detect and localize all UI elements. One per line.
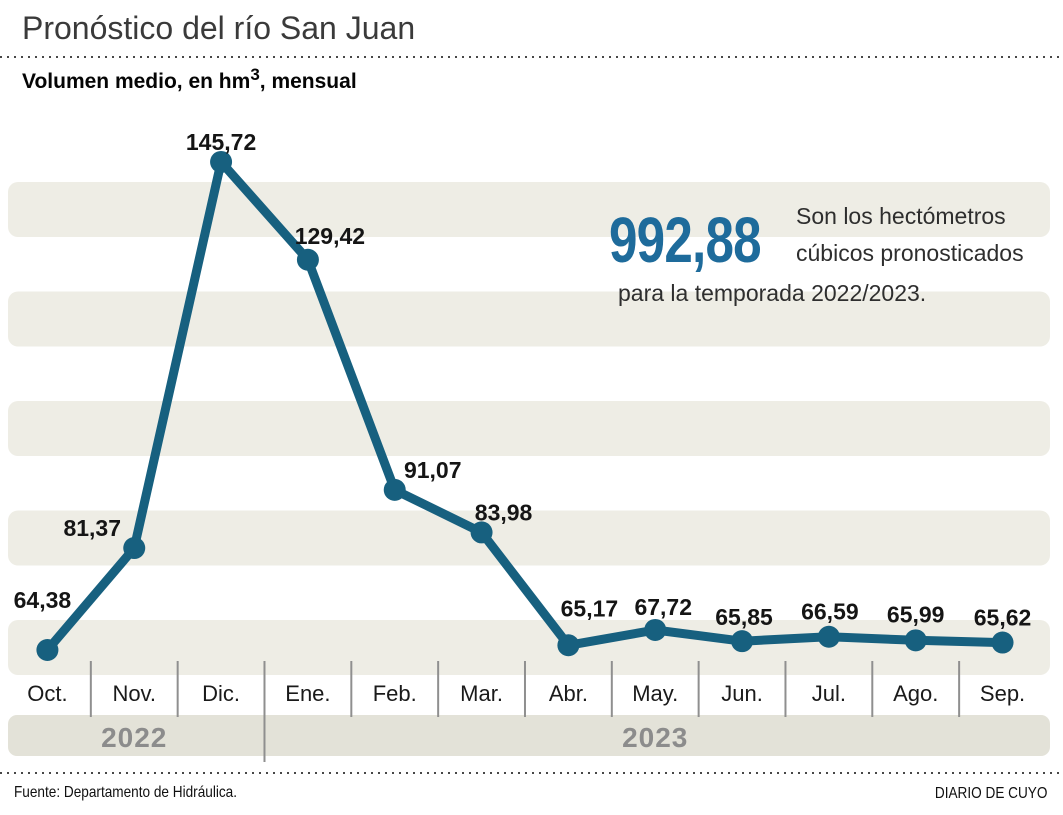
data-point-nov bbox=[123, 537, 146, 560]
month-label: Jun. bbox=[721, 681, 763, 706]
data-point-may bbox=[644, 618, 667, 641]
background-stripe bbox=[8, 401, 1050, 456]
data-point-mar bbox=[470, 521, 493, 544]
season-total-caption-line2: cúbicos pronosticados bbox=[796, 240, 1024, 266]
data-point-abr bbox=[557, 634, 580, 657]
value-label: 129,42 bbox=[295, 223, 365, 249]
chart-subtitle-superscript: 3 bbox=[250, 65, 260, 84]
year-label-2022: 2022 bbox=[101, 722, 167, 753]
year-band bbox=[8, 715, 1050, 756]
value-label: 65,85 bbox=[715, 604, 773, 630]
season-total-value: 992,88 bbox=[609, 204, 762, 276]
value-label: 67,72 bbox=[634, 594, 692, 620]
data-point-ago bbox=[904, 629, 927, 652]
value-label: 64,38 bbox=[14, 587, 72, 613]
chart-subtitle-suffix: , mensual bbox=[259, 70, 357, 93]
chart-subtitle-prefix: Volumen medio, en hm bbox=[22, 70, 251, 93]
value-label: 65,62 bbox=[974, 605, 1032, 631]
season-total-caption: Son los hectómetros cúbicos pronosticado… bbox=[796, 198, 1024, 272]
value-label: 66,59 bbox=[801, 599, 859, 625]
value-label: 145,72 bbox=[186, 129, 256, 155]
data-point-jul bbox=[817, 625, 840, 648]
publisher-credit: DIARIO DE CUYO bbox=[934, 785, 1047, 802]
background-stripe bbox=[8, 620, 1050, 675]
footer-divider-dotted-rule bbox=[0, 772, 1063, 774]
month-label: Ene. bbox=[285, 681, 330, 706]
header-divider-dotted-rule bbox=[0, 56, 1063, 58]
data-point-feb bbox=[383, 478, 406, 501]
data-point-dic bbox=[210, 150, 233, 173]
month-label: Oct. bbox=[27, 681, 67, 706]
volume-line-chart: 64,38 81,37 145,72 129,42 91,07 83,98 65,17 67,… bbox=[8, 129, 1050, 762]
value-label: 91,07 bbox=[404, 457, 462, 483]
data-point-sep bbox=[991, 631, 1014, 654]
season-total-caption-line1: Son los hectómetros bbox=[796, 203, 1006, 229]
data-line bbox=[42, 157, 1007, 655]
year-label-2023: 2023 bbox=[622, 722, 688, 753]
chart-subtitle: Volumen medio, en hm3, mensual bbox=[22, 65, 357, 94]
month-label: May. bbox=[632, 681, 678, 706]
data-point-jun bbox=[731, 630, 754, 653]
data-point-oct bbox=[36, 639, 59, 661]
source-note: Fuente: Departamento de Hidráulica. bbox=[14, 784, 238, 801]
background-stripe bbox=[8, 291, 1050, 347]
month-label: Sep. bbox=[980, 681, 1025, 706]
month-label: Mar. bbox=[460, 681, 503, 706]
month-label: Abr. bbox=[549, 681, 588, 706]
month-label: Dic. bbox=[202, 681, 240, 706]
page-title: Pronóstico del río San Juan bbox=[22, 10, 416, 46]
season-total-caption-line3: para la temporada 2022/2023. bbox=[618, 280, 927, 306]
data-point-ene bbox=[296, 248, 319, 271]
month-label: Feb. bbox=[373, 681, 417, 706]
value-label: 83,98 bbox=[475, 499, 533, 525]
background-stripe bbox=[8, 510, 1050, 566]
month-label: Jul. bbox=[812, 681, 846, 706]
month-label: Nov. bbox=[112, 681, 156, 706]
background-stripe bbox=[8, 182, 1050, 237]
value-label: 65,17 bbox=[561, 595, 619, 621]
value-label: 65,99 bbox=[887, 601, 945, 627]
month-label: Ago. bbox=[893, 681, 938, 706]
value-label: 81,37 bbox=[63, 515, 121, 541]
